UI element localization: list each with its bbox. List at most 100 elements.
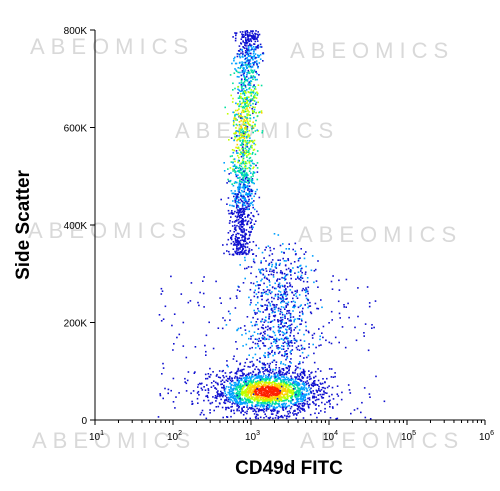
event-dot (243, 111, 245, 113)
event-dot (252, 392, 254, 394)
event-dot (279, 262, 281, 265)
event-dot (337, 300, 340, 303)
event-dot (244, 250, 246, 252)
event-dot (328, 341, 331, 344)
event-dot (242, 239, 245, 242)
event-dot (269, 362, 271, 365)
event-dot (246, 144, 248, 146)
event-dot (250, 49, 252, 51)
event-dot (276, 279, 278, 282)
event-dot (252, 86, 254, 88)
event-dot (240, 97, 243, 100)
event-dot (233, 381, 235, 384)
event-dot (237, 67, 240, 69)
event-dot (244, 185, 247, 187)
event-dot (276, 384, 279, 386)
event-dot (310, 383, 313, 386)
event-dot (258, 360, 261, 363)
event-dot (269, 321, 272, 323)
event-dot (275, 402, 277, 404)
event-dot (232, 158, 235, 161)
event-dot (245, 391, 247, 393)
event-dot (250, 30, 253, 33)
event-dot (226, 360, 228, 362)
event-dot (363, 332, 365, 334)
event-dot (268, 390, 270, 393)
event-dot (232, 97, 234, 100)
event-dot (357, 315, 359, 318)
event-dot (240, 178, 243, 181)
watermark-5: ABEOMICS (298, 222, 462, 247)
event-dot (303, 340, 306, 342)
event-dot (283, 394, 285, 396)
event-dot (230, 406, 232, 408)
event-dot (271, 259, 274, 261)
event-dot (231, 155, 233, 157)
event-dot (244, 389, 247, 391)
event-dot (305, 287, 307, 289)
event-dot (234, 115, 236, 117)
event-dot (265, 386, 268, 388)
event-dot (282, 342, 285, 344)
event-dot (266, 307, 268, 309)
event-dot (199, 291, 201, 294)
event-dot (331, 393, 333, 396)
event-dot (250, 160, 253, 163)
event-dot (240, 92, 242, 95)
event-dot (238, 171, 240, 173)
event-dot (302, 361, 304, 364)
event-dot (241, 87, 243, 90)
event-dot (247, 188, 249, 190)
event-dot (242, 92, 244, 95)
event-dot (304, 273, 307, 275)
event-dot (240, 78, 243, 80)
event-dot (275, 384, 277, 386)
event-dot (226, 396, 228, 399)
event-dot (260, 326, 263, 329)
event-dot (248, 179, 251, 181)
event-dot (244, 167, 247, 170)
event-dot (252, 52, 255, 55)
event-dot (227, 391, 229, 394)
event-dot (185, 390, 188, 392)
event-dot (294, 272, 296, 274)
event-dot (247, 266, 250, 268)
event-dot (234, 87, 236, 90)
event-dot (256, 391, 258, 393)
event-dot (256, 178, 259, 181)
event-dot (182, 321, 185, 324)
event-dot (273, 410, 275, 412)
event-dot (269, 391, 271, 393)
event-dot (312, 397, 314, 399)
event-dot (228, 173, 230, 175)
event-dot (203, 306, 205, 308)
event-dot (241, 390, 243, 392)
event-dot (250, 45, 252, 48)
event-dot (289, 289, 292, 291)
event-dot (275, 394, 277, 397)
event-dot (281, 392, 283, 394)
event-dot (253, 88, 256, 90)
event-dot (274, 417, 277, 419)
event-dot (280, 399, 283, 402)
event-dot (235, 387, 237, 389)
event-dot (288, 243, 290, 245)
event-dot (244, 383, 246, 386)
event-dot (300, 344, 303, 347)
event-dot (237, 369, 239, 371)
event-dot (230, 172, 232, 174)
event-dot (245, 417, 247, 420)
event-dot (232, 358, 235, 360)
event-dot (280, 301, 282, 304)
event-dot (267, 354, 269, 356)
event-dot (254, 342, 257, 345)
event-dot (343, 304, 345, 306)
event-dot (254, 409, 256, 412)
event-dot (237, 404, 239, 407)
event-dot (310, 269, 313, 272)
event-dot (299, 257, 301, 259)
event-dot (294, 242, 297, 245)
event-dot (238, 137, 241, 139)
event-dot (232, 184, 235, 187)
event-dot (239, 149, 241, 152)
